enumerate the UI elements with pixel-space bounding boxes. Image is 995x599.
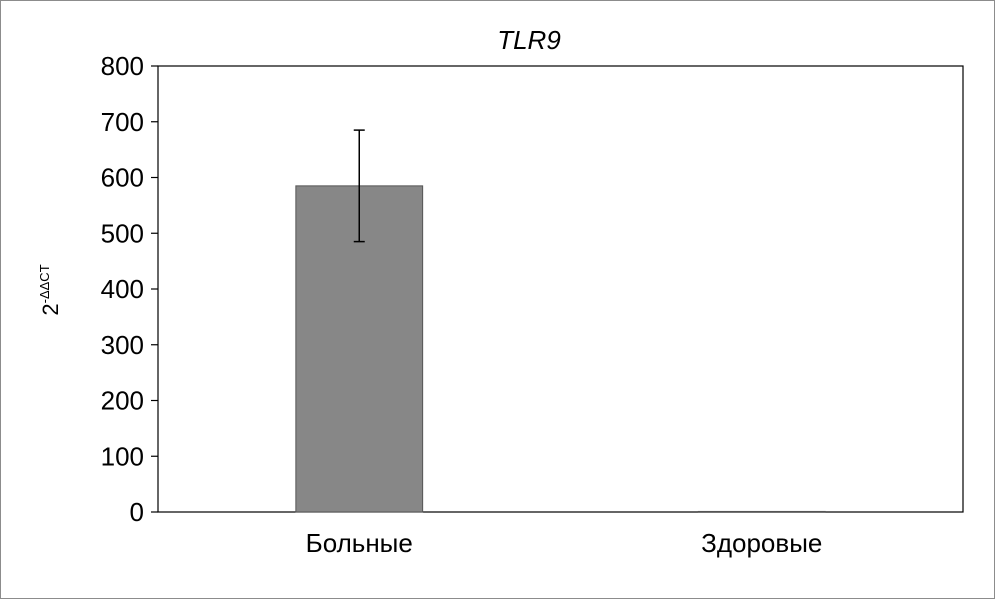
x-axis-ticks: Больные Здоровые [306,528,823,558]
y-tick-label: 500 [101,218,144,248]
plot-area [157,65,964,513]
y-tick-label: 700 [101,107,144,137]
y-tick-label: 0 [130,497,144,527]
y-axis-label: 2-ΔΔCT [37,264,63,315]
y-tick-label: 300 [101,330,144,360]
y-tick-label: 200 [101,386,144,416]
y-axis-ticks: 0 100 200 300 400 500 600 700 800 [101,51,158,527]
y-axis-label-base: 2 [38,303,63,315]
y-tick-label: 800 [101,51,144,81]
bar-2 [697,510,826,513]
y-tick-label: 600 [101,163,144,193]
y-tick-label: 400 [101,274,144,304]
chart-title: TLR9 [497,25,561,55]
y-axis-label-superscript: -ΔΔCT [37,264,52,303]
error-bars [353,129,365,243]
y-tick-label: 100 [101,441,144,471]
svg-text:2-ΔΔCT: 2-ΔΔCT [37,264,63,315]
x-tick-label: Больные [306,528,413,558]
x-tick-label: Здоровые [701,528,822,558]
